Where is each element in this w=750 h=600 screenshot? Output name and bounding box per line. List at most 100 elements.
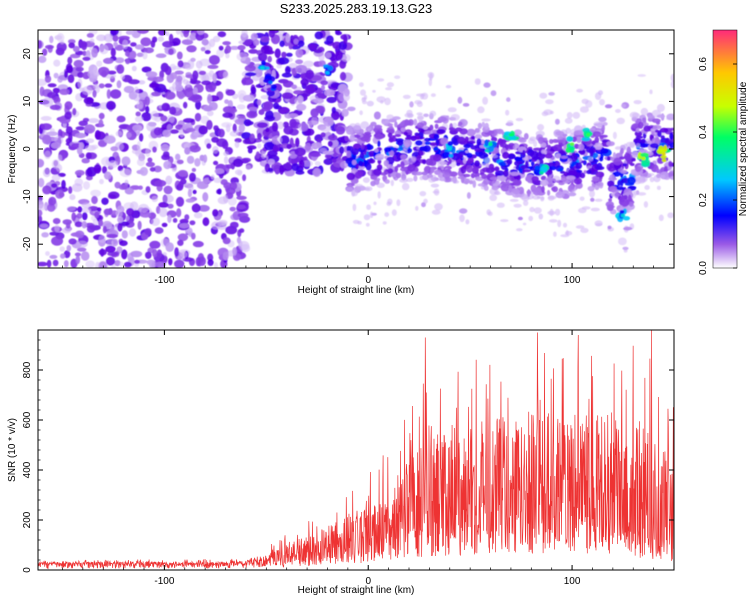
spectrogram-cell	[144, 228, 152, 236]
spectrogram-cell	[279, 135, 290, 145]
spectrogram-cell	[81, 158, 90, 164]
spectrogram-cell	[433, 147, 439, 151]
spectrogram-cell	[115, 209, 123, 218]
spectrogram-y-axis-label: Frequency (Hz)	[7, 115, 18, 184]
spectrogram-cell	[309, 152, 321, 158]
spectrogram-cell	[375, 153, 385, 161]
spectrogram-cell	[250, 33, 258, 41]
spectrogram-cell	[217, 31, 227, 38]
spectrogram-cell	[594, 142, 603, 150]
spectrogram-cell	[512, 189, 521, 195]
spectrogram-cell	[232, 210, 241, 221]
spectrogram-cell	[423, 141, 432, 145]
spectrogram-cell	[320, 80, 329, 86]
spectrogram-cell	[185, 127, 196, 133]
spectrogram-cell	[623, 226, 633, 231]
spectrogram-cell	[534, 165, 541, 170]
spectrogram-cell	[51, 183, 58, 189]
spectrogram-cell	[428, 159, 437, 166]
spectrogram-cell	[386, 82, 394, 88]
spectrogram-cell	[225, 187, 236, 195]
spectrogram-cell	[42, 48, 48, 56]
spectrogram-cell	[318, 93, 327, 99]
spectrogram-cell	[177, 60, 184, 68]
spectrogram-cell	[389, 150, 394, 157]
spectrogram-cell	[626, 205, 631, 214]
spectrogram-cell	[285, 65, 291, 75]
colorbar-ticks: 0.0 0.2 0.4 0.6	[698, 57, 737, 275]
spectrogram-cell	[49, 104, 61, 111]
spectrogram-cell	[477, 183, 485, 187]
spectrogram-cell	[194, 158, 201, 167]
spectrogram-cell	[146, 121, 156, 132]
spectrogram-cell	[126, 132, 132, 138]
spectrogram-cell	[324, 153, 332, 159]
spectrogram-cell	[620, 179, 624, 184]
spectrogram-cell	[644, 185, 650, 190]
spectrogram-cell	[222, 71, 229, 79]
spectrogram-cell	[419, 151, 424, 156]
spectrogram-cell	[163, 160, 172, 170]
spectrogram-cell	[195, 100, 202, 110]
spectrogram-cell	[532, 195, 541, 200]
spectrogram-cell	[121, 249, 128, 260]
spectrogram-cell	[68, 238, 77, 245]
spectrogram-cell	[495, 180, 500, 186]
spectrogram-cell	[44, 150, 51, 160]
spectrogram-cell	[174, 247, 179, 257]
spectrogram-cell	[223, 151, 229, 156]
spectrogram-cell	[572, 111, 581, 119]
spectrogram-cell	[547, 183, 553, 188]
spectrogram-cell	[242, 41, 252, 46]
spectrogram-cell	[291, 84, 298, 90]
spectrogram-cell	[377, 140, 381, 147]
spectrogram-cell	[362, 100, 367, 105]
spectrogram-cell	[138, 133, 144, 142]
spectrogram-cell	[653, 174, 661, 183]
spectrogram-cell	[474, 148, 484, 152]
spectrogram-cell	[319, 125, 332, 132]
spectrogram-cell	[162, 129, 171, 138]
spectrogram-marks	[38, 30, 674, 268]
spectrogram-cell	[117, 223, 123, 232]
spectrogram-cell	[66, 206, 76, 212]
spectrogram-cell	[594, 198, 603, 202]
spectrogram-cell	[346, 145, 351, 152]
spectrogram-cell	[445, 85, 452, 89]
spectrogram-cell	[257, 143, 262, 149]
spectrogram-cell	[600, 148, 609, 154]
spectrogram-cell	[529, 136, 537, 142]
spectrogram-cell	[549, 165, 557, 171]
spectrogram-cell	[404, 137, 413, 140]
spectrogram-cell	[136, 52, 144, 57]
spectrogram-cell	[394, 134, 402, 137]
spectrogram-cell	[377, 191, 381, 199]
spectrogram-cell	[165, 242, 174, 253]
spectrogram-cell	[80, 251, 90, 261]
spectrogram-cell	[51, 174, 61, 181]
spectrogram-cell	[628, 201, 634, 207]
spectrogram-cell	[178, 181, 184, 189]
spectrogram-cell	[532, 187, 541, 196]
spectrogram-cell	[84, 124, 96, 134]
spectrogram-cell	[365, 222, 370, 227]
spectrogram-cell	[390, 179, 394, 187]
spectrogram-cell	[229, 130, 239, 137]
spectrogram-cell	[279, 147, 284, 153]
spectrogram-cell	[150, 110, 159, 121]
spectrogram-cell	[103, 208, 113, 216]
spectrogram-cell	[289, 118, 297, 128]
spectrogram-cell	[234, 141, 240, 149]
spectrogram-cell	[609, 186, 617, 193]
spectrogram-cell	[293, 90, 304, 95]
spectrogram-cell	[346, 150, 352, 158]
spectrogram-cell	[40, 116, 52, 121]
spectrogram-cell	[594, 220, 603, 227]
spectrogram-cell	[180, 30, 185, 38]
spectrogram-cell	[358, 160, 364, 167]
spectrogram-cell	[238, 123, 245, 133]
spectrogram-cell	[343, 34, 348, 45]
spectrogram-cell	[589, 189, 595, 198]
spectrogram-y-tick-label: -20	[22, 237, 33, 252]
spectrogram-cell	[670, 73, 674, 82]
